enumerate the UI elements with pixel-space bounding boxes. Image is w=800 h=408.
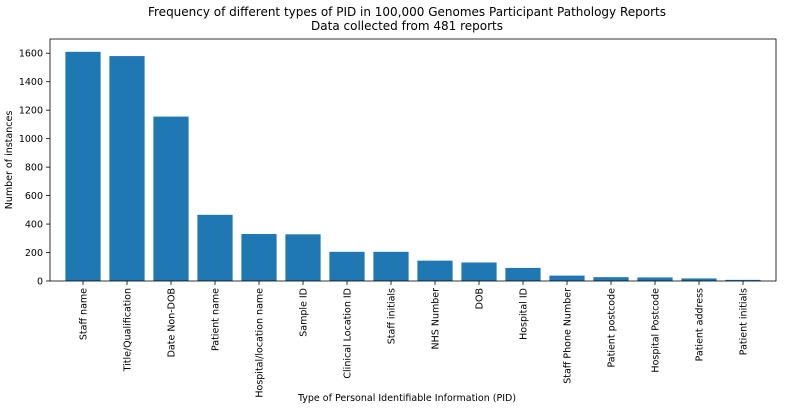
- x-tick-label: Hospital ID: [519, 288, 530, 340]
- x-tick-label: Patient postcode: [607, 288, 618, 368]
- y-tick-label: 600: [25, 191, 43, 202]
- chart-subtitle: Data collected from 481 reports: [311, 19, 503, 33]
- x-tick-label: Patient initials: [739, 288, 750, 355]
- bar: [153, 116, 189, 281]
- y-tick-label: 200: [25, 248, 43, 259]
- bar: [197, 214, 233, 281]
- x-tick-label: Patient name: [211, 288, 222, 351]
- chart-title: Frequency of different types of PID in 1…: [148, 5, 666, 19]
- x-tick-label: Staff Phone Number: [563, 288, 574, 384]
- bar: [549, 275, 585, 281]
- x-tick-label: Title/Qualification: [123, 288, 134, 372]
- x-tick-label: Staff name: [79, 288, 90, 340]
- x-axis: Staff name Title/Qualification Date Non-DO…: [79, 281, 750, 398]
- bar: [373, 251, 409, 281]
- y-tick-label: 800: [25, 163, 43, 174]
- bar: [65, 51, 101, 281]
- x-tick-label: Clinical Location ID: [343, 288, 354, 379]
- bar: [461, 262, 497, 281]
- y-tick-label: 1200: [19, 106, 43, 117]
- bar: [681, 278, 717, 281]
- y-tick-label: 1400: [19, 77, 43, 88]
- x-tick-label: Hospital/location name: [255, 288, 266, 398]
- x-tick-label: Date Non-DOB: [167, 288, 178, 357]
- y-axis-label: Number of instances: [4, 111, 15, 210]
- bar: [637, 277, 673, 281]
- bar-series: [65, 51, 761, 281]
- bar: [285, 234, 321, 281]
- x-tick-label: DOB: [475, 288, 486, 309]
- bar: [329, 251, 365, 281]
- bar: [725, 279, 761, 281]
- y-tick-label: 1000: [19, 134, 43, 145]
- x-tick-label: Sample ID: [299, 288, 310, 337]
- bar: [241, 234, 277, 281]
- bar: [109, 56, 145, 281]
- bar: [505, 267, 541, 281]
- y-tick-label: 400: [25, 220, 43, 231]
- bar: [417, 260, 453, 281]
- y-tick-label: 1600: [19, 49, 43, 60]
- plot-frame: [49, 38, 777, 282]
- x-tick-label: Hospital Postcode: [651, 288, 662, 373]
- x-tick-label: Patient address: [695, 288, 706, 361]
- y-tick-label: 0: [37, 277, 43, 288]
- x-axis-label: Type of Personal Identifiable Informatio…: [297, 393, 516, 404]
- y-axis: 0 200 400 600 800 1000 1200 1400 1600: [19, 49, 50, 288]
- x-tick-label: Staff initials: [387, 288, 398, 344]
- bar: [593, 277, 629, 281]
- x-tick-label: NHS Number: [431, 288, 442, 350]
